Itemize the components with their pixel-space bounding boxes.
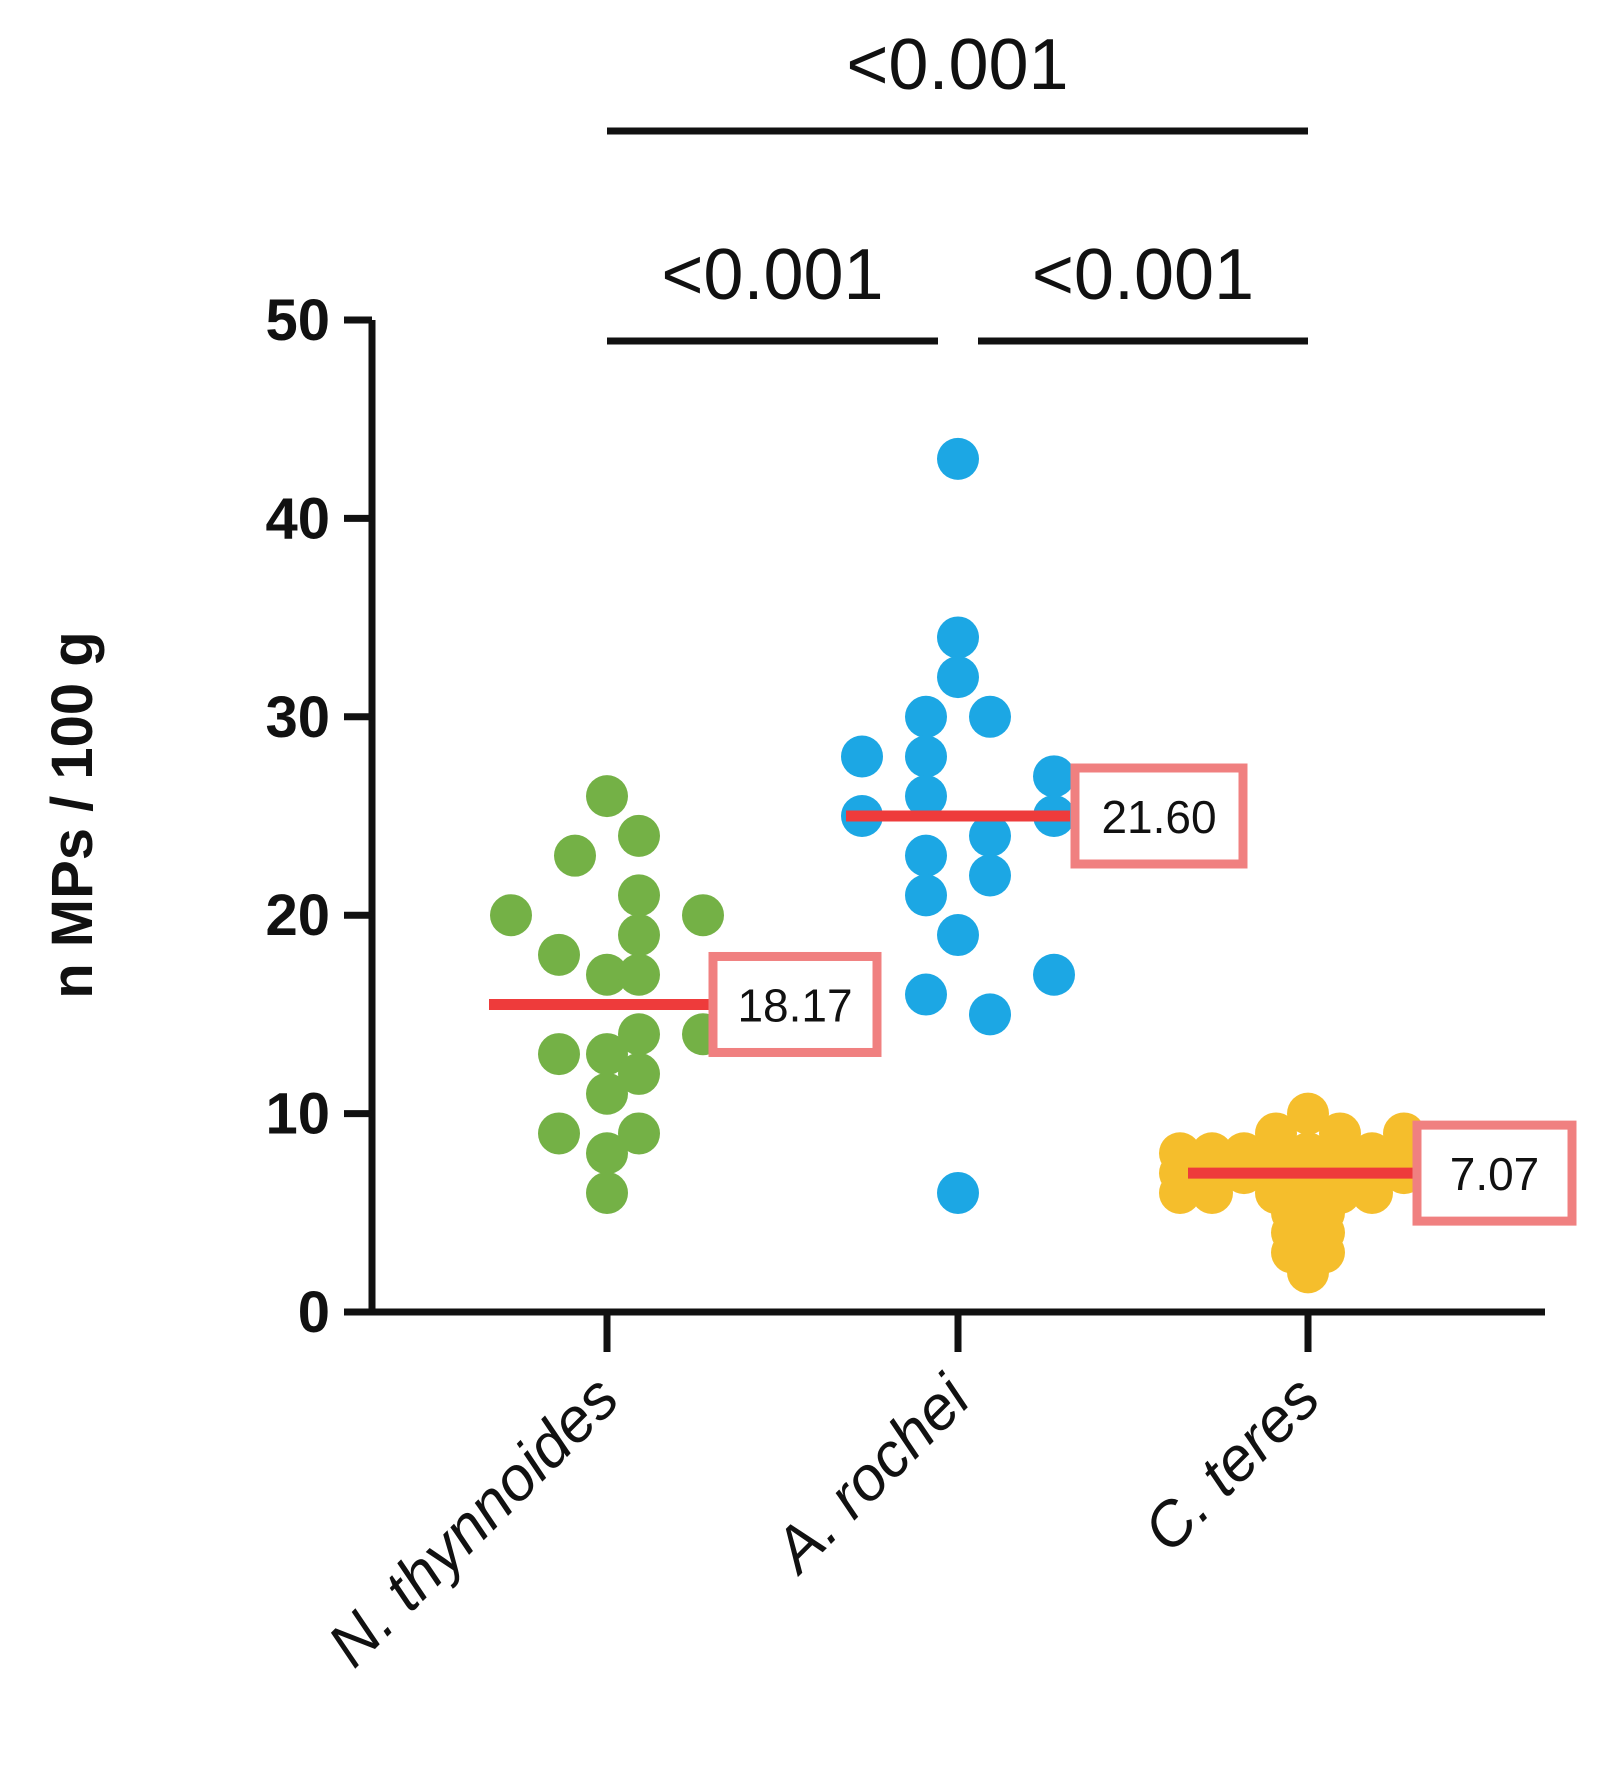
y-tick-label: 20	[265, 883, 330, 948]
points-layer	[490, 437, 1425, 1294]
axes-layer: 0 10 20 30 40 50	[265, 288, 1545, 1352]
means-layer: 18.17 21.60 7.07	[489, 763, 1577, 1226]
y-tick-label: 50	[265, 288, 330, 353]
mean-label-box	[1412, 1120, 1577, 1226]
data-point	[682, 894, 724, 937]
data-point	[937, 914, 979, 957]
data-point	[618, 814, 660, 857]
mean-label-box	[708, 951, 882, 1057]
mean-label-box	[1070, 763, 1248, 869]
mean-label: 7.07	[1450, 1148, 1540, 1200]
data-point	[586, 1171, 628, 1214]
y-axis-title: n MPs / 100 g	[40, 631, 105, 998]
data-point	[618, 874, 660, 917]
data-point	[1159, 1171, 1201, 1214]
data-point	[618, 1112, 660, 1155]
data-point	[905, 695, 947, 738]
data-point	[586, 953, 628, 996]
data-point	[538, 1033, 580, 1076]
data-point	[618, 953, 660, 996]
data-point	[586, 1033, 628, 1076]
data-point	[1191, 1171, 1233, 1214]
data-point	[1033, 755, 1075, 798]
x-category-label: A. rochei	[758, 1362, 984, 1588]
data-point	[841, 735, 883, 778]
data-point	[905, 874, 947, 917]
data-point	[490, 894, 532, 937]
significance-layer: <0.001 <0.001 <0.001	[607, 25, 1308, 345]
y-tick-label: 30	[265, 685, 330, 750]
data-point	[969, 993, 1011, 1036]
data-point	[969, 695, 1011, 738]
data-point	[586, 1072, 628, 1115]
data-point	[1351, 1171, 1393, 1214]
p-value-label: <0.001	[846, 25, 1068, 105]
y-tick-label: 0	[298, 1280, 330, 1345]
mean-label: 18.17	[737, 979, 852, 1031]
data-point	[905, 973, 947, 1016]
data-point	[586, 775, 628, 818]
data-point	[618, 1013, 660, 1056]
data-point	[1287, 1251, 1329, 1294]
data-point	[618, 1052, 660, 1095]
y-tick-label: 10	[265, 1082, 330, 1147]
data-point	[905, 735, 947, 778]
data-point	[937, 616, 979, 659]
data-point	[937, 656, 979, 699]
x-category-label: C. teres	[1131, 1363, 1333, 1565]
p-value-label: <0.001	[661, 235, 883, 315]
data-point	[538, 933, 580, 976]
p-value-label: <0.001	[1032, 235, 1254, 315]
data-point	[937, 437, 979, 480]
data-point	[905, 775, 947, 818]
data-point	[969, 814, 1011, 857]
data-point	[1287, 1092, 1329, 1135]
data-point	[618, 914, 660, 957]
data-point	[538, 1112, 580, 1155]
data-point	[554, 834, 596, 877]
data-point	[1033, 953, 1075, 996]
data-point	[586, 1132, 628, 1175]
mean-label: 21.60	[1101, 791, 1216, 843]
data-point	[969, 854, 1011, 897]
data-point	[937, 1171, 979, 1214]
x-category-label: N. thynnoides	[315, 1363, 632, 1680]
data-point	[905, 834, 947, 877]
y-tick-label: 40	[265, 486, 330, 551]
